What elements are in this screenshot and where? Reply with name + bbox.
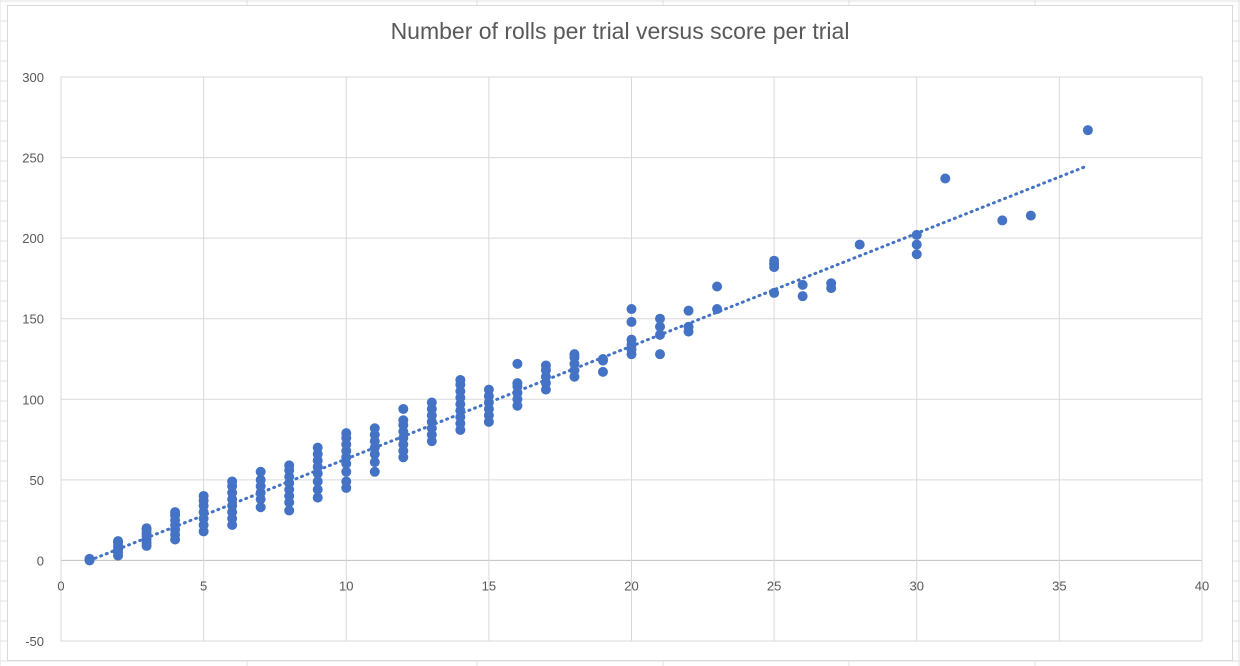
data-point <box>369 457 380 468</box>
data-point <box>683 305 694 316</box>
data-point <box>1082 125 1093 136</box>
data-point <box>512 358 523 369</box>
x-tick-label: 25 <box>767 578 781 593</box>
data-point <box>769 255 780 266</box>
y-axis-tick-labels: -50 0 50 100 150 200 250 300 <box>22 70 44 649</box>
x-tick-label: 20 <box>624 578 638 593</box>
data-point <box>113 536 124 547</box>
x-tick-label: 5 <box>200 578 207 593</box>
y-tick-label: 150 <box>22 312 44 327</box>
data-point <box>512 378 523 389</box>
data-point <box>655 313 666 324</box>
data-point <box>341 428 352 439</box>
x-tick-label: 10 <box>339 578 353 593</box>
data-point <box>540 360 551 371</box>
data-point <box>626 316 637 327</box>
data-point <box>312 476 323 487</box>
data-point <box>255 474 266 485</box>
data-point <box>141 523 152 534</box>
data-point <box>369 423 380 434</box>
data-points <box>84 125 1093 566</box>
data-point <box>255 466 266 477</box>
data-point <box>797 279 808 290</box>
y-tick-label: 50 <box>30 473 44 488</box>
data-point <box>655 321 666 332</box>
y-tick-label: 300 <box>22 70 44 85</box>
data-point <box>170 507 181 518</box>
data-point <box>854 239 865 250</box>
y-tick-label: -50 <box>25 634 44 649</box>
data-point <box>997 215 1008 226</box>
x-tick-label: 0 <box>57 578 64 593</box>
data-point <box>769 287 780 298</box>
x-tick-label: 15 <box>482 578 496 593</box>
linear-trendline <box>88 164 1090 562</box>
data-point <box>341 476 352 487</box>
data-point <box>683 321 694 332</box>
data-point <box>911 239 922 250</box>
data-point <box>569 349 580 360</box>
data-point <box>341 466 352 477</box>
data-point <box>455 374 466 385</box>
data-point <box>483 384 494 395</box>
data-point <box>227 476 238 487</box>
data-point <box>369 466 380 477</box>
data-point <box>712 281 723 292</box>
data-point <box>626 304 637 315</box>
chart-title: Number of rolls per trial versus score p… <box>390 18 850 44</box>
data-point <box>597 354 608 364</box>
data-point <box>284 460 295 471</box>
data-point <box>198 490 209 501</box>
data-point <box>84 553 95 564</box>
gridlines <box>60 76 1203 642</box>
data-point <box>1025 210 1036 221</box>
data-point <box>398 403 409 414</box>
data-point <box>255 502 266 513</box>
x-axis-tick-labels: 0 5 10 15 20 25 30 35 40 <box>57 578 1209 593</box>
data-point <box>426 397 437 408</box>
data-point <box>626 334 637 345</box>
data-point <box>940 173 951 184</box>
data-point <box>312 442 323 453</box>
data-point <box>826 278 837 289</box>
data-point <box>398 415 409 426</box>
y-tick-label: 100 <box>22 392 44 407</box>
data-point <box>655 349 666 360</box>
x-tick-label: 30 <box>910 578 924 593</box>
x-tick-label: 35 <box>1052 578 1066 593</box>
chart-area[interactable] <box>7 5 1233 661</box>
data-point <box>284 505 295 516</box>
data-point <box>597 366 608 377</box>
data-point <box>312 484 323 495</box>
y-tick-label: 250 <box>22 151 44 166</box>
x-tick-label: 40 <box>1195 578 1209 593</box>
data-point <box>712 304 723 315</box>
data-point <box>911 229 922 240</box>
data-point <box>655 329 666 340</box>
y-tick-label: 200 <box>22 231 44 246</box>
data-point <box>797 291 808 302</box>
y-tick-label: 0 <box>37 553 44 568</box>
data-point <box>911 249 922 260</box>
data-point <box>312 492 323 503</box>
